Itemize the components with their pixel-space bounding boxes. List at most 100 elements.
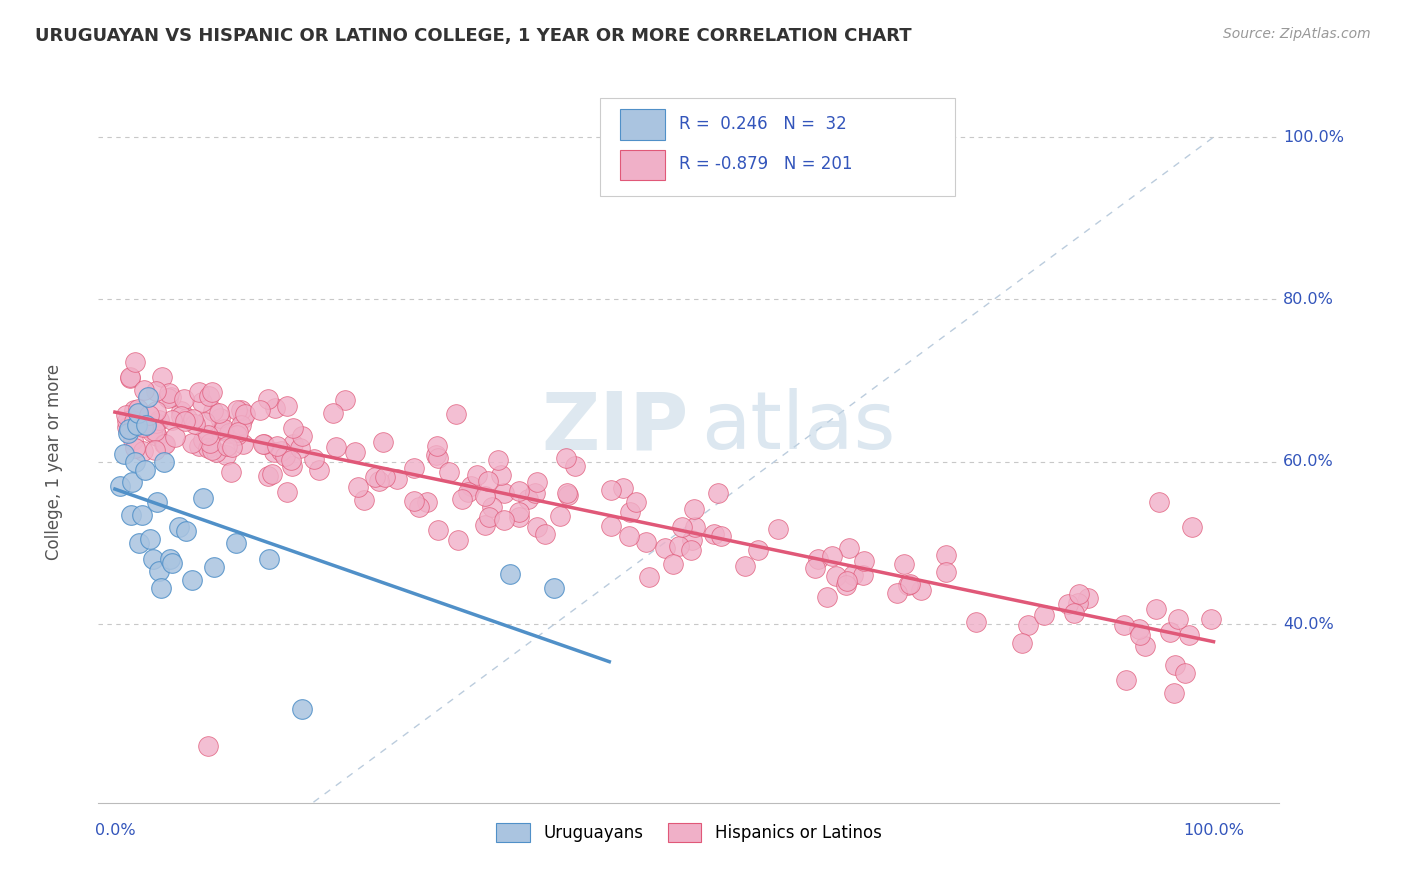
Point [226,425,249,440]
Point [426,523,449,537]
Point [181,411,204,425]
Point [218,425,240,440]
Point [163,429,186,443]
Point [1069,587,1091,601]
Point [835,578,858,592]
Point [183,417,205,431]
Point [474,518,496,533]
Point [1129,628,1152,642]
Point [229,403,252,417]
Point [115,414,138,428]
Point [886,585,908,599]
Point [198,389,221,403]
Point [124,355,146,369]
Point [668,539,690,553]
Point [262,467,284,482]
FancyBboxPatch shape [620,150,665,180]
Point [276,485,298,500]
Point [136,390,159,404]
Point [276,399,298,413]
Point [815,591,838,605]
Point [1164,658,1187,673]
Point [1112,617,1135,632]
Point [148,413,170,427]
Point [187,384,209,399]
Point [270,444,292,458]
Point [835,574,858,588]
Point [935,548,957,562]
Point [821,549,844,563]
Point [325,440,347,454]
Point [148,565,170,579]
Point [557,488,579,502]
Point [201,443,224,458]
Point [1167,612,1189,626]
Point [683,519,706,533]
Point [127,401,149,416]
Point [555,450,578,465]
Point [202,560,225,574]
Point [274,450,297,464]
Point [373,470,395,484]
Point [353,492,375,507]
Point [364,470,387,484]
Point [460,479,482,493]
Point [134,463,156,477]
Text: 60.0%: 60.0% [1282,454,1333,469]
FancyBboxPatch shape [620,109,665,139]
Point [153,436,176,450]
Point [437,465,460,479]
Point [232,411,254,425]
Point [201,384,224,399]
Point [145,495,167,509]
Point [671,520,693,534]
Point [1178,628,1201,642]
Point [478,509,501,524]
Point [217,439,239,453]
Text: 40.0%: 40.0% [1282,616,1333,632]
Point [477,474,499,488]
Text: College, 1 year or more: College, 1 year or more [45,364,63,560]
Point [176,410,198,425]
Point [232,437,254,451]
Point [910,582,932,597]
Point [1174,665,1197,680]
Point [683,501,706,516]
Point [181,436,204,450]
Point [173,392,195,406]
Point [128,536,150,550]
Point [145,403,167,417]
Point [157,385,180,400]
Point [1147,495,1170,509]
Legend: Uruguayans, Hispanics or Latinos: Uruguayans, Hispanics or Latinos [489,816,889,848]
Point [197,427,219,442]
Point [654,541,676,555]
Text: 100.0%: 100.0% [1282,129,1344,145]
Point [145,416,167,430]
Point [371,434,394,449]
Point [193,434,215,448]
Point [197,442,219,456]
Point [122,403,145,417]
Point [127,406,149,420]
Point [807,551,830,566]
Text: atlas: atlas [700,388,896,467]
Point [153,437,176,451]
Point [1163,686,1185,700]
Point [517,492,540,507]
Point [444,407,467,421]
Point [935,565,957,579]
Point [264,401,287,415]
Point [1128,622,1150,636]
Point [122,414,145,428]
Point [385,471,408,485]
Point [897,578,920,592]
Point [707,486,730,500]
Text: 0.0%: 0.0% [94,823,135,838]
Point [221,465,243,479]
Point [624,495,647,509]
Point [263,445,285,459]
Point [257,468,280,483]
Point [160,412,183,426]
Text: ZIP: ZIP [541,388,689,467]
